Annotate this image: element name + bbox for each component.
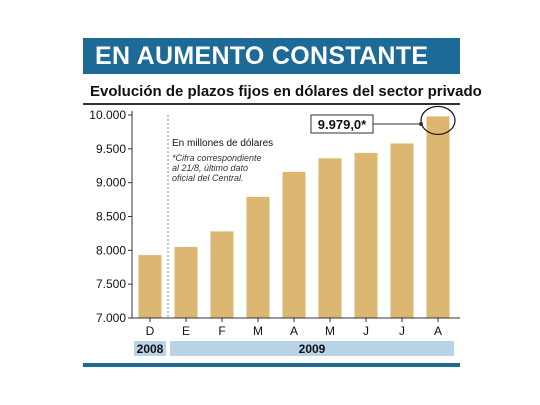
y-axis: 7.000 7.500 8.000 8.500 9.000 9.500 10.000 <box>89 108 133 325</box>
bars-group <box>138 116 450 319</box>
callout-group: 9.979,0* <box>310 105 456 136</box>
x-tick-label: M <box>325 324 335 338</box>
year-label: 2008 <box>137 342 164 356</box>
x-tick-label: A <box>434 324 442 338</box>
year-band <box>170 341 454 356</box>
bottom-rule <box>83 363 460 367</box>
x-tick-label: E <box>182 324 190 338</box>
x-tick-label: M <box>253 324 263 338</box>
callout-dot <box>419 122 423 126</box>
chart-banner-title: EN AUMENTO CONSTANTE <box>83 38 460 74</box>
bar <box>318 158 342 318</box>
footnote-line-2: al 21/8, último dato <box>172 163 248 173</box>
bar <box>246 196 270 318</box>
x-tick-label: D <box>146 324 155 338</box>
callout-circle <box>420 105 456 136</box>
y-tick-label: 9.000 <box>96 176 126 190</box>
bar <box>390 143 414 318</box>
y-tick-label: 9.500 <box>96 142 126 156</box>
unit-note: En millones de dólares <box>172 138 273 149</box>
x-tick-label: A <box>290 324 298 338</box>
footnote-line-1: *Cifra correspondiente <box>172 153 262 163</box>
x-tick-label: J <box>363 324 369 338</box>
bar <box>282 171 306 318</box>
x-tick-label: F <box>218 324 225 338</box>
y-tick-label: 10.000 <box>89 108 126 122</box>
footnote-line-3: oficial del Central. <box>172 173 244 183</box>
y-tick-label: 8.500 <box>96 210 126 224</box>
bar <box>426 116 450 319</box>
bar <box>210 231 234 318</box>
year-band <box>134 341 166 356</box>
y-tick-label: 7.500 <box>96 277 126 291</box>
x-tick-label: J <box>399 324 405 338</box>
bar <box>138 255 162 318</box>
chart-title: Evolución de plazos fijos en dólares del… <box>90 83 482 100</box>
y-tick-label: 7.000 <box>96 311 126 325</box>
bar <box>354 152 378 318</box>
year-bands: 2008 2009 <box>134 341 454 356</box>
year-label: 2009 <box>299 342 326 356</box>
title-divider <box>83 103 460 105</box>
y-tick-label: 8.000 <box>96 243 126 257</box>
callout-value-label: 9.979,0* <box>318 117 367 132</box>
bar <box>174 246 198 318</box>
